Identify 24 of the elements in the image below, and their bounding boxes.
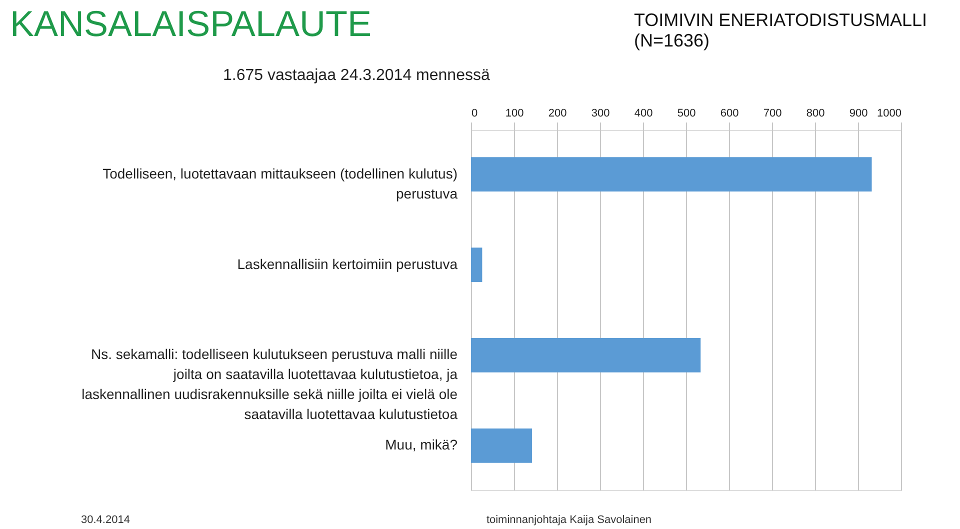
x-tick-label: 500 bbox=[677, 108, 696, 120]
x-tick-label: 400 bbox=[634, 108, 653, 120]
y-tick-label: Muu, mikä? bbox=[385, 436, 458, 453]
chart-subtitle: 1.675 vastaajaa 24.3.2014 mennessä bbox=[223, 67, 490, 84]
x-tick-label: 200 bbox=[548, 108, 567, 120]
x-tick-label: 1000 bbox=[877, 108, 902, 120]
x-tick-label: 600 bbox=[720, 108, 739, 120]
x-tick-label: 300 bbox=[591, 108, 610, 120]
x-tick-label: 0 bbox=[472, 108, 478, 120]
bar bbox=[471, 428, 532, 463]
text: 30.4.2014 bbox=[81, 514, 130, 526]
x-tick-label: 900 bbox=[849, 108, 868, 120]
bar bbox=[471, 338, 701, 372]
x-tick-label: 100 bbox=[505, 108, 524, 120]
x-tick-label: 700 bbox=[763, 108, 782, 120]
chart-title: KANSALAISPALAUTE bbox=[10, 3, 372, 44]
x-tick-label: 800 bbox=[806, 108, 825, 120]
text: TOIMIVIN ENERIATODISTUSMALLI (N=1636) bbox=[634, 10, 928, 51]
text: toiminnanjohtaja Kaija Savolainen bbox=[486, 514, 652, 526]
bar bbox=[471, 157, 872, 192]
y-tick-label: Ns. sekamalli: todelliseen kulutukseen perustuva malli niille joilta on saatavilla luotettavaa kulutustietoa, ja laskennallinen uudisrakennuksille sekä niille joilta ei vielä ole saatavilla luotettavaa kulutustietoa bbox=[82, 346, 458, 422]
y-tick-label: Laskennallisiin kertoimiin perustuva bbox=[237, 256, 458, 272]
y-tick-label: Todelliseen, luotettavaan mittaukseen (todellinen kulutus) perustuva bbox=[102, 165, 458, 202]
bar bbox=[471, 248, 482, 282]
